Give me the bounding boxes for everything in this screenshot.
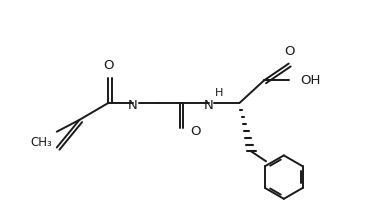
- Text: O: O: [103, 59, 113, 72]
- Text: N: N: [204, 98, 214, 111]
- Text: N: N: [128, 98, 138, 111]
- Text: O: O: [190, 125, 201, 138]
- Text: O: O: [284, 45, 295, 58]
- Text: CH₃: CH₃: [30, 136, 52, 149]
- Text: OH: OH: [301, 74, 321, 87]
- Text: H: H: [215, 88, 223, 98]
